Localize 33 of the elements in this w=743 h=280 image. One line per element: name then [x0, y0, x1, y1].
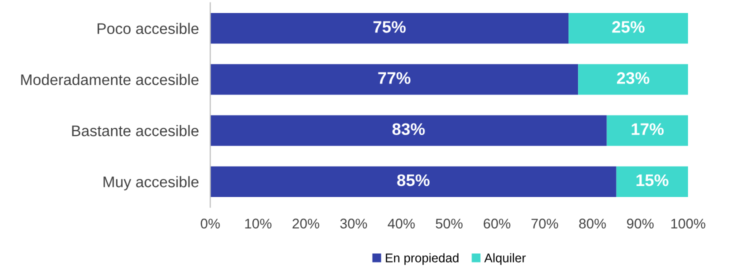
data-label: 83%: [392, 123, 425, 136]
bar: [210, 13, 569, 44]
data-label: 77%: [378, 72, 410, 84]
bar: [210, 64, 578, 95]
bar: [606, 115, 688, 146]
bar: [578, 64, 688, 95]
legend-label: Alquiler: [484, 253, 526, 265]
x-tick-label: 30%: [340, 218, 367, 229]
data-label: 15%: [636, 174, 668, 186]
bar: [210, 166, 616, 197]
data-label: 23%: [616, 72, 650, 84]
x-tick-label: 40%: [388, 218, 415, 229]
legend-label: En propiedad: [386, 253, 458, 265]
x-tick-label: 10%: [245, 218, 272, 229]
x-tick-label: 50%: [436, 218, 463, 229]
x-tick-label: 0%: [200, 218, 220, 229]
data-label: 25%: [612, 21, 645, 33]
data-label: 85%: [397, 174, 430, 186]
y-tick-label: Poco accesible: [98, 22, 198, 34]
data-label: 75%: [373, 21, 406, 33]
data-label: 17%: [632, 123, 664, 135]
bar: [568, 13, 688, 44]
x-tick-label: 100%: [671, 218, 706, 229]
x-tick-label: 20%: [292, 218, 320, 229]
y-tick-label: Bastante accesible: [72, 125, 198, 136]
bar: [616, 166, 688, 197]
x-tick-label: 60%: [484, 218, 510, 229]
x-tick-label: 80%: [579, 218, 606, 229]
y-tick-label: Moderadamente accesible: [21, 74, 198, 86]
x-tick-label: 90%: [626, 218, 654, 229]
bar: [210, 115, 607, 146]
x-tick-label: 70%: [532, 218, 558, 229]
y-tick-label: Muy accesible: [104, 176, 198, 190]
